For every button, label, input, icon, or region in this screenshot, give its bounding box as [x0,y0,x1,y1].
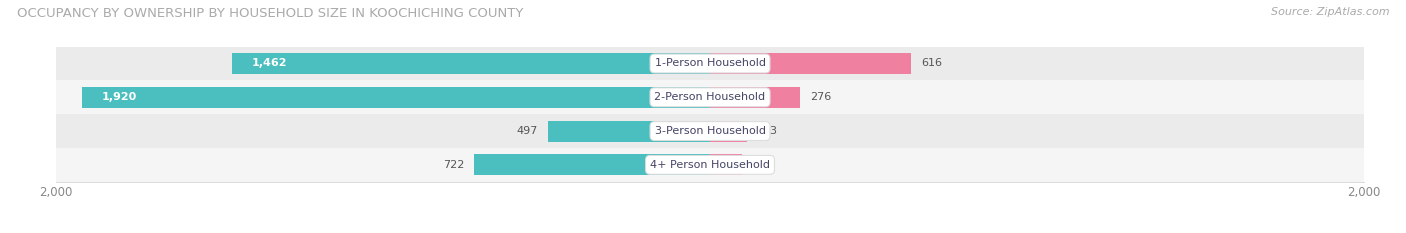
Bar [56,80,1364,114]
Text: 616: 616 [921,58,942,69]
Text: OCCUPANCY BY OWNERSHIP BY HOUSEHOLD SIZE IN KOOCHICHING COUNTY: OCCUPANCY BY OWNERSHIP BY HOUSEHOLD SIZE… [17,7,523,20]
Bar [710,121,747,141]
Text: 4+ Person Household: 4+ Person Household [650,160,770,170]
Text: 2-Person Household: 2-Person Household [654,92,766,102]
Bar [547,121,710,141]
Text: 497: 497 [516,126,537,136]
Bar [474,154,710,175]
Text: 1-Person Household: 1-Person Household [655,58,765,69]
Bar [710,53,911,74]
Bar [56,114,1364,148]
Text: 97: 97 [752,160,766,170]
Text: 276: 276 [810,92,831,102]
Text: 1,462: 1,462 [252,58,287,69]
Bar [56,47,1364,80]
Text: 113: 113 [756,126,778,136]
Text: Source: ZipAtlas.com: Source: ZipAtlas.com [1271,7,1389,17]
Bar [710,154,742,175]
Text: 3-Person Household: 3-Person Household [655,126,765,136]
Bar [83,87,710,108]
Bar [56,148,1364,182]
Bar [232,53,710,74]
Text: 1,920: 1,920 [103,92,138,102]
Text: 722: 722 [443,160,464,170]
Bar [710,87,800,108]
